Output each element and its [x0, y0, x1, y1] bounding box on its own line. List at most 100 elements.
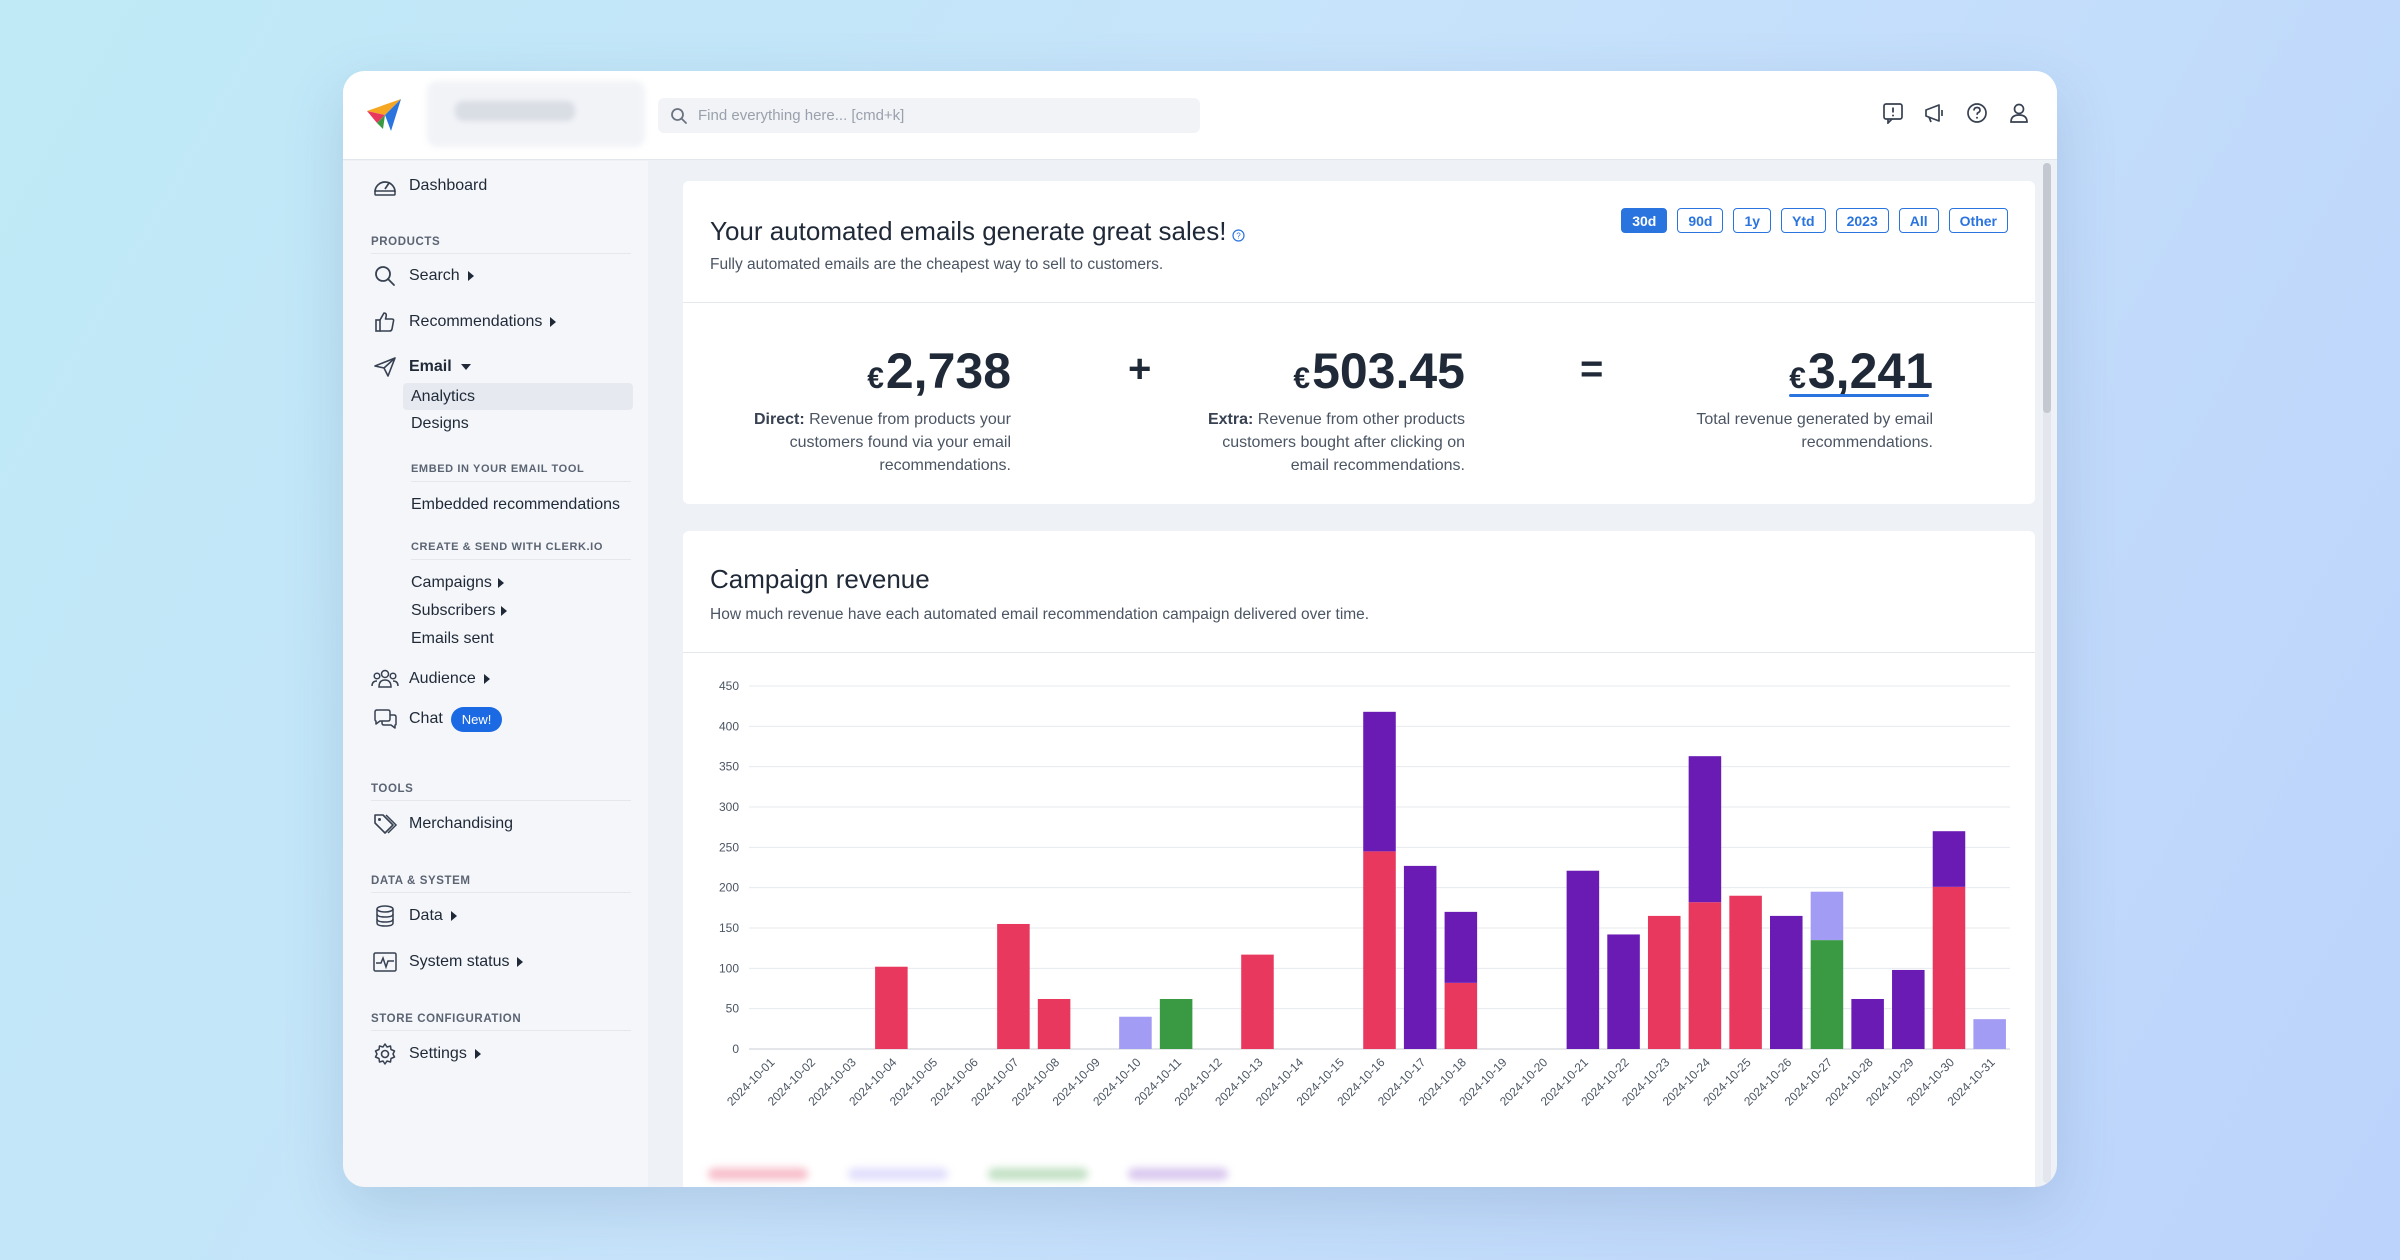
- campaign-revenue-chart: 0 50 100 150 200 250 300 350 400 450 2024-10-01 202…: [683, 654, 2035, 1187]
- bar-segment: [875, 966, 908, 1049]
- sidebar-subitem-embedded-recommendations[interactable]: Embedded recommendations: [411, 496, 621, 513]
- legend-item[interactable]: [708, 1168, 808, 1180]
- bar-segment: [1607, 934, 1640, 1049]
- sidebar-item-label: Merchandising: [409, 815, 514, 832]
- bar-segment: [1973, 1019, 2006, 1049]
- summary-card: Your automated emails generate great sal…: [683, 181, 2035, 504]
- bar-segment: [1892, 969, 1925, 1049]
- total-revenue-metric: €3,241 Total revenue generated by email …: [1593, 346, 1933, 454]
- sidebar-item-data[interactable]: Data: [371, 903, 457, 929]
- bar-segment: [1810, 891, 1844, 941]
- audience-icon: [371, 666, 399, 692]
- announcement-icon[interactable]: [1923, 101, 1947, 125]
- user-icon[interactable]: [2007, 101, 2031, 125]
- chart-legend: [708, 1151, 1288, 1187]
- sidebar-subitem-emails-sent[interactable]: Emails sent: [411, 630, 494, 647]
- section-tools: TOOLS: [371, 783, 631, 801]
- caret-right-icon: [467, 271, 474, 281]
- sidebar-item-dashboard[interactable]: Dashboard: [371, 173, 487, 199]
- sidebar-item-label: Email: [409, 358, 452, 375]
- scrollbar-thumb[interactable]: [2043, 163, 2051, 413]
- main-scrollbar[interactable]: [2043, 163, 2051, 1183]
- sidebar-item-chat[interactable]: Chat New!: [371, 706, 503, 732]
- sidebar-item-merchandising[interactable]: Merchandising: [371, 811, 513, 837]
- bar-segment: [997, 923, 1030, 1049]
- campaign-subtitle: How much revenue have each automated ema…: [710, 606, 1370, 623]
- sidebar-item-label: Search: [409, 267, 460, 284]
- paper-plane-icon: [371, 354, 399, 380]
- bar-segment: [1688, 756, 1722, 903]
- bar-segment: [1729, 895, 1762, 1049]
- search-placeholder: Find everything here... [cmd+k]: [698, 107, 905, 124]
- extra-desc-line: email recommendations.: [1290, 457, 1465, 474]
- feedback-icon[interactable]: [1881, 101, 1905, 125]
- legend-item[interactable]: [848, 1168, 948, 1180]
- plus-operator: +: [1128, 347, 1152, 391]
- section-create-send: CREATE & SEND WITH CLERK.IO: [411, 541, 631, 560]
- section-embed: EMBED IN YOUR EMAIL TOOL: [411, 463, 631, 482]
- total-underline: [1789, 394, 1929, 397]
- currency-symbol: €: [1789, 362, 1806, 395]
- sidebar-item-label: Subscribers: [411, 602, 496, 619]
- period-button-ytd[interactable]: Ytd: [1781, 208, 1826, 233]
- search-icon: [671, 107, 687, 124]
- campaign-title: Campaign revenue: [710, 564, 930, 594]
- currency-symbol: €: [1293, 362, 1311, 395]
- sidebar-item-audience[interactable]: Audience: [371, 666, 490, 692]
- sidebar-subitem-subscribers[interactable]: Subscribers: [411, 602, 508, 620]
- sidebar: Dashboard PRODUCTS Search Recommendation…: [343, 161, 648, 1187]
- chart-svg: 0501001502002503003504004502024-10-01202…: [719, 679, 2010, 1109]
- bar-segment: [1363, 711, 1396, 852]
- bar-segment: [1363, 851, 1396, 1049]
- currency-symbol: €: [867, 362, 884, 395]
- dashboard-icon: [371, 173, 399, 199]
- period-button-30d[interactable]: 30d: [1621, 208, 1668, 233]
- caret-right-icon: [501, 606, 508, 616]
- direct-revenue-amount: €2,738: [671, 346, 1011, 396]
- direct-desc-line: recommendations.: [879, 457, 1011, 474]
- direct-revenue-metric: €2,738 Direct: Revenue from products you…: [671, 346, 1011, 477]
- legend-item[interactable]: [1128, 1168, 1228, 1180]
- account-selector[interactable]: [427, 81, 645, 147]
- info-icon[interactable]: ?: [1232, 218, 1246, 249]
- sidebar-item-recommendations[interactable]: Recommendations: [371, 309, 557, 335]
- period-button-1y[interactable]: 1y: [1733, 208, 1772, 233]
- caret-right-icon: [550, 317, 557, 327]
- y-tick-label: 350: [719, 760, 739, 774]
- sidebar-item-label: Data: [409, 907, 443, 924]
- total-desc-line: Total revenue generated by email: [1696, 411, 1933, 428]
- sidebar-item-system-status[interactable]: System status: [371, 949, 524, 975]
- direct-desc-line: Revenue from products your: [809, 411, 1011, 428]
- total-revenue-amount: €3,241: [1593, 346, 1933, 396]
- caret-right-icon: [517, 957, 524, 967]
- extra-label: Extra:: [1207, 411, 1254, 428]
- app-logo[interactable]: [363, 93, 405, 135]
- sidebar-item-email[interactable]: Email: [371, 354, 471, 380]
- search-icon: [371, 263, 399, 289]
- section-products: PRODUCTS: [371, 236, 631, 254]
- period-button-all[interactable]: All: [1898, 208, 1939, 233]
- bar-segment: [1403, 865, 1437, 1049]
- search-input[interactable]: Find everything here... [cmd+k]: [658, 98, 1200, 133]
- sidebar-item-label: System status: [409, 953, 510, 970]
- sidebar-subitem-campaigns[interactable]: Campaigns: [411, 574, 504, 592]
- extra-revenue-metric: €503.45 Extra: Revenue from other produc…: [1125, 346, 1465, 477]
- sidebar-item-settings[interactable]: Settings: [371, 1041, 481, 1067]
- sidebar-subitem-analytics[interactable]: Analytics: [403, 383, 633, 410]
- sidebar-item-search[interactable]: Search: [371, 263, 474, 289]
- gear-icon: [371, 1041, 399, 1067]
- bar-segment: [1119, 1016, 1152, 1049]
- sidebar-item-label: Campaigns: [411, 574, 492, 591]
- legend-item[interactable]: [988, 1168, 1088, 1180]
- sidebar-subitem-designs[interactable]: Designs: [411, 415, 469, 432]
- help-icon[interactable]: [1965, 101, 1989, 125]
- period-button-other[interactable]: Other: [1948, 208, 2008, 233]
- period-button-2023[interactable]: 2023: [1835, 208, 1889, 233]
- direct-label: Direct:: [753, 411, 805, 428]
- app-window: Find everything here... [cmd+k] Dashboar…: [343, 71, 2057, 1187]
- sidebar-item-label: Recommendations: [409, 313, 543, 330]
- total-revenue-description: Total revenue generated by email recomme…: [1593, 408, 1933, 454]
- summary-title: Your automated emails generate great sal…: [710, 214, 1246, 249]
- period-button-90d[interactable]: 90d: [1677, 208, 1724, 233]
- sidebar-item-label: Settings: [409, 1045, 467, 1062]
